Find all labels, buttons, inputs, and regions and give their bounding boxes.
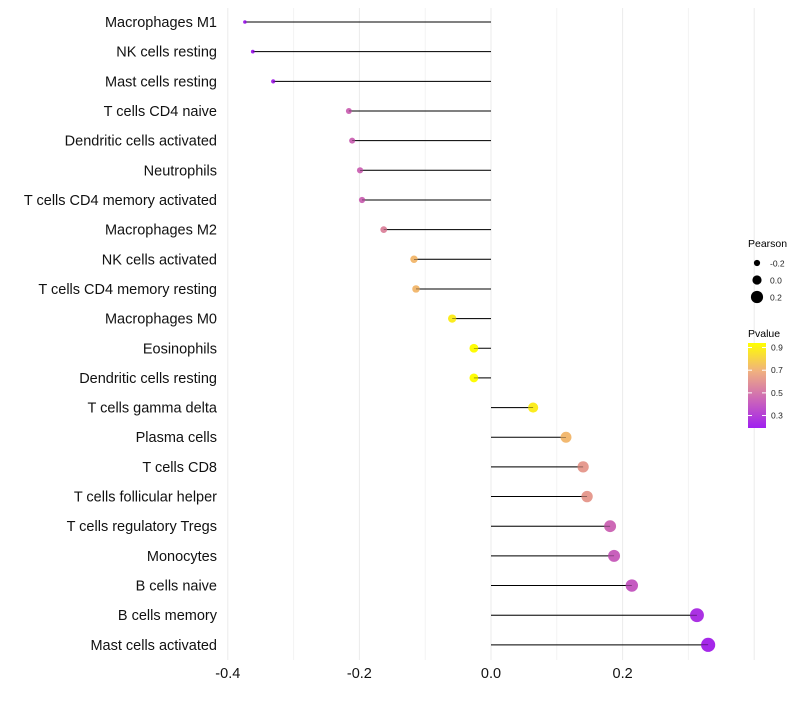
x-tick-label: 0.2 xyxy=(613,666,633,682)
legend-color-label: 0.3 xyxy=(771,411,783,421)
legend-size-label: 0.0 xyxy=(770,276,782,286)
y-tick-label: T cells CD4 memory resting xyxy=(38,282,217,298)
y-tick-label: B cells naive xyxy=(136,579,217,595)
y-tick-label: Eosinophils xyxy=(143,341,217,357)
y-tick-label: Mast cells activated xyxy=(90,638,217,654)
legend-size-point xyxy=(752,275,762,285)
y-tick-label: Plasma cells xyxy=(136,430,217,446)
y-tick-label: Macrophages M0 xyxy=(105,312,217,328)
legend-color-label: 0.5 xyxy=(771,388,783,398)
x-tick-label: 0.0 xyxy=(481,666,501,682)
y-tick-label: Neutrophils xyxy=(144,163,217,179)
legend-color-label: 0.9 xyxy=(771,343,783,353)
y-tick-label: T cells follicular helper xyxy=(74,490,217,506)
y-tick-label: B cells memory xyxy=(118,608,218,624)
y-tick-label: T cells regulatory Tregs xyxy=(67,519,217,535)
y-tick-label: T cells CD4 memory activated xyxy=(24,193,217,209)
y-tick-label: Macrophages M2 xyxy=(105,223,217,239)
y-tick-label: T cells gamma delta xyxy=(88,401,218,417)
y-tick-label: Dendritic cells activated xyxy=(65,134,217,150)
legend-size-label: -0.2 xyxy=(770,259,785,269)
lollipop-point xyxy=(356,167,364,174)
x-tick-label: -0.2 xyxy=(347,666,372,682)
legend-size-label: 0.2 xyxy=(770,293,782,303)
x-tick-label: -0.4 xyxy=(215,666,240,682)
y-tick-label: Mast cells resting xyxy=(105,74,217,90)
legend-color-label: 0.7 xyxy=(771,365,783,375)
y-tick-label: T cells CD4 naive xyxy=(104,104,217,120)
y-tick-label: NK cells resting xyxy=(116,45,217,61)
legend-size-point xyxy=(750,290,764,304)
y-tick-label: Monocytes xyxy=(147,549,217,565)
y-tick-label: Macrophages M1 xyxy=(105,15,217,31)
legend-size-title: Pearson xyxy=(748,238,787,250)
legend-color-title: Pvalue xyxy=(748,328,780,340)
y-tick-label: NK cells activated xyxy=(102,252,217,268)
y-tick-label: T cells CD8 xyxy=(142,460,217,476)
y-tick-label: Dendritic cells resting xyxy=(79,371,217,387)
legend-size-point xyxy=(753,259,761,267)
legend-colorbar xyxy=(748,343,766,428)
